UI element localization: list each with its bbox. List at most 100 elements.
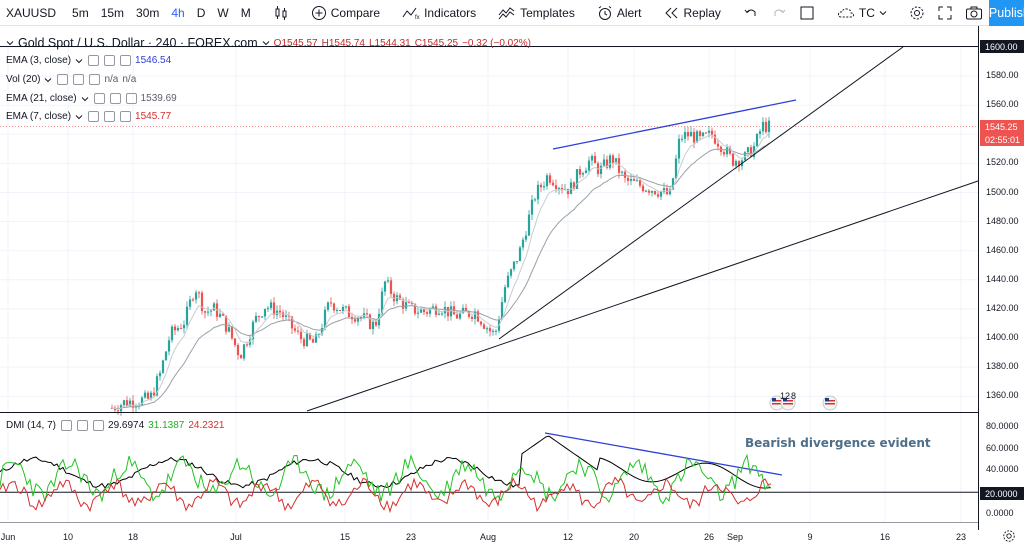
chevron-down-icon xyxy=(45,77,52,82)
replay-label: Replay xyxy=(683,5,721,20)
candle-down xyxy=(332,303,336,311)
main-series-legend[interactable]: Gold Spot / U.S. Dollar · 240 · FOREX.co… xyxy=(6,36,531,50)
remove-icon[interactable] xyxy=(125,93,137,104)
time-tick-label: Jun xyxy=(0,532,16,542)
settings-icon[interactable] xyxy=(104,55,116,66)
gear-icon xyxy=(1003,530,1015,542)
chart-type-button[interactable] xyxy=(267,5,295,21)
candle-down xyxy=(653,191,657,195)
candle-down xyxy=(278,310,282,313)
settings-icon[interactable] xyxy=(77,420,89,431)
candle-up xyxy=(644,190,648,192)
interval-m[interactable]: M xyxy=(240,5,251,20)
dmi-tick-label: 40.0000 xyxy=(986,464,1019,475)
visibility-toggle-icon[interactable] xyxy=(57,74,69,85)
candle-up xyxy=(701,132,705,136)
bearish-divergence-annotation[interactable]: Bearish divergence evident xyxy=(745,436,931,450)
indicators-button[interactable]: fx Indicators xyxy=(396,5,482,21)
chart-grid xyxy=(0,46,978,522)
layout-button[interactable]: TC xyxy=(831,5,893,21)
candle-up xyxy=(515,261,519,263)
visibility-toggle-icon[interactable] xyxy=(93,93,105,104)
candle-up xyxy=(242,344,246,359)
interval-d[interactable]: D xyxy=(196,5,206,20)
candle-down xyxy=(338,310,342,312)
candle-up xyxy=(155,376,159,396)
candle-up xyxy=(188,299,192,307)
candle-up xyxy=(218,313,222,317)
candle-up xyxy=(251,321,255,340)
indicators-icon: fx xyxy=(402,7,420,21)
candle-up xyxy=(164,351,168,361)
settings-button[interactable] xyxy=(903,5,931,21)
ema21-label: EMA (21, close) xyxy=(6,93,77,104)
candle-down xyxy=(728,147,732,154)
flag-canton xyxy=(772,398,776,402)
candle-down xyxy=(302,339,306,347)
ema21-legend[interactable]: EMA (21, close) 1539.69 xyxy=(6,93,177,104)
settings-icon[interactable] xyxy=(104,111,116,122)
alert-button[interactable]: Alert xyxy=(591,5,648,21)
undo-button[interactable] xyxy=(737,5,765,21)
candle-up xyxy=(284,315,288,317)
candle-up xyxy=(746,147,750,153)
candle-down xyxy=(152,392,156,396)
candle-up xyxy=(386,280,390,282)
ema-7-line xyxy=(111,132,770,410)
candle-down xyxy=(647,190,651,193)
ema3-legend[interactable]: EMA (3, close) 1546.54 xyxy=(6,55,171,66)
ema7-legend[interactable]: EMA (7, close) 1545.77 xyxy=(6,111,171,122)
publish-button[interactable]: Publish xyxy=(988,0,1024,26)
chart-settings-gear[interactable] xyxy=(1002,529,1016,548)
vol-value: n/a xyxy=(104,74,119,85)
candle-up xyxy=(395,295,399,302)
replay-button[interactable]: Replay xyxy=(658,5,727,21)
dmi-lines-layer xyxy=(0,435,772,514)
symbol-search[interactable]: XAUUSD xyxy=(6,5,57,20)
remove-icon[interactable] xyxy=(120,55,132,66)
indicators-label: Indicators xyxy=(424,5,477,20)
remove-icon[interactable] xyxy=(89,74,101,85)
price-tick-label: 1440.00 xyxy=(986,273,1019,284)
support-trendline-long xyxy=(306,180,979,412)
snapshot-button[interactable] xyxy=(959,5,989,21)
fullscreen-toggle-button[interactable] xyxy=(793,5,821,21)
interval-15m[interactable]: 15m xyxy=(100,5,125,20)
price-axis-border xyxy=(978,26,979,530)
square-icon xyxy=(800,6,814,19)
remove-icon[interactable] xyxy=(93,420,105,431)
candles-layer xyxy=(110,116,771,416)
interval-w[interactable]: W xyxy=(217,5,229,20)
candle-down xyxy=(566,188,570,195)
bar-countdown: 02:55:01 xyxy=(980,133,1024,146)
interval-5m[interactable]: 5m xyxy=(72,5,89,20)
settings-icon[interactable] xyxy=(73,74,85,85)
ohlc-high: H1545.74 xyxy=(321,37,365,49)
candle-up xyxy=(635,180,639,182)
candle-down xyxy=(548,175,552,183)
pane-separator[interactable] xyxy=(0,412,978,413)
visibility-toggle-icon[interactable] xyxy=(88,111,100,122)
redo-button[interactable] xyxy=(765,5,793,21)
candle-up xyxy=(140,397,144,405)
remove-icon[interactable] xyxy=(120,111,132,122)
drawings-layer xyxy=(306,46,979,476)
dmi-legend[interactable]: DMI (14, 7) 29.6974 31.1387 24.2321 xyxy=(6,420,224,431)
candle-up xyxy=(683,132,687,139)
vol-legend[interactable]: Vol (20) n/a n/a xyxy=(6,74,136,85)
candle-up xyxy=(512,261,516,270)
fullscreen-button[interactable] xyxy=(931,5,959,21)
candle-up xyxy=(674,158,678,179)
interval-4h[interactable]: 4h xyxy=(171,5,185,20)
visibility-toggle-icon[interactable] xyxy=(88,55,100,66)
interval-30m[interactable]: 30m xyxy=(136,5,160,20)
candle-up xyxy=(506,275,510,288)
candle-up xyxy=(581,173,585,175)
price-tick-label: 1460.00 xyxy=(986,244,1019,255)
visibility-toggle-icon[interactable] xyxy=(61,420,73,431)
templates-button[interactable]: Templates xyxy=(492,5,581,21)
settings-icon[interactable] xyxy=(109,93,121,104)
compare-button[interactable]: Compare xyxy=(305,5,386,21)
candle-down xyxy=(464,307,468,312)
